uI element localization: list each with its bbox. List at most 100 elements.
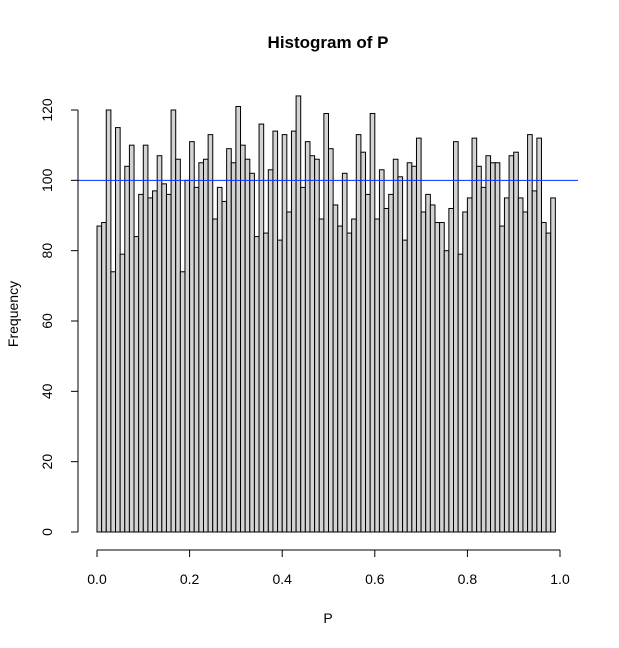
- histogram-bar: [221, 200, 228, 533]
- histogram-bar: [216, 186, 223, 533]
- histogram-bar: [263, 232, 269, 533]
- y-tick-label: 80: [39, 243, 55, 259]
- histogram-bar: [443, 250, 450, 533]
- histogram-bar: [318, 218, 325, 533]
- histogram-bar: [369, 113, 376, 533]
- histogram-bar: [249, 172, 255, 533]
- histogram-bar: [392, 158, 399, 533]
- histogram-bar: [309, 155, 316, 533]
- histogram-bar: [295, 95, 302, 533]
- histogram-bar: [175, 158, 181, 533]
- histogram-bar: [476, 165, 482, 533]
- histogram-bar: [300, 186, 306, 533]
- histogram-bar: [485, 155, 492, 533]
- y-axis-label: Frequency: [5, 281, 21, 347]
- histogram-bar: [453, 141, 459, 533]
- histogram-bar: [193, 186, 200, 533]
- histogram-bar: [490, 162, 496, 533]
- histogram-bar: [494, 162, 501, 533]
- y-axis: 0 20 40 60 80 100 120: [39, 98, 79, 536]
- histogram-bar: [101, 222, 107, 533]
- y-tick-label: 20: [39, 454, 55, 470]
- histogram-bar: [165, 193, 172, 533]
- histogram-bar: [457, 253, 464, 533]
- histogram-bar: [189, 141, 195, 533]
- histogram-bar: [128, 144, 135, 533]
- histogram-bar: [425, 193, 431, 533]
- histogram-bar: [119, 253, 126, 533]
- histogram-bar: [240, 144, 246, 533]
- histogram-bar: [105, 109, 112, 533]
- histogram-bar: [156, 155, 163, 533]
- histogram-bar: [138, 193, 144, 533]
- histogram-bar: [355, 134, 362, 533]
- histogram-bar: [323, 113, 329, 533]
- histogram-bar: [184, 179, 191, 533]
- histogram-bar: [207, 134, 214, 533]
- histogram-bar: [503, 197, 510, 533]
- histogram-bar: [337, 225, 343, 533]
- histogram-bar: [332, 204, 339, 533]
- histogram-bar: [133, 236, 140, 533]
- histogram-bar: [388, 193, 394, 533]
- histogram-bar: [161, 183, 167, 533]
- histogram-bar: [147, 197, 154, 533]
- histogram-bar: [374, 218, 380, 533]
- histogram-bar: [115, 127, 121, 533]
- histogram-bar: [96, 225, 103, 533]
- histogram-bar: [536, 137, 542, 533]
- histogram-bar: [383, 207, 390, 533]
- chart-title: Histogram of P: [268, 33, 389, 52]
- histogram-bar: [328, 148, 334, 533]
- y-tick-label: 100: [39, 168, 55, 192]
- histogram-bar: [365, 193, 371, 533]
- histogram-bar: [448, 207, 455, 533]
- histogram-bar: [235, 105, 242, 533]
- histogram-bar: [170, 109, 177, 533]
- histogram-bar: [179, 271, 186, 533]
- histogram-bar: [466, 197, 473, 533]
- histogram-bar: [550, 197, 556, 533]
- histogram-bar: [402, 239, 408, 533]
- histogram-bar: [397, 176, 404, 533]
- histogram-bar: [253, 236, 260, 533]
- x-axis: 0.0 0.2 0.4 0.6 0.8 1.0: [87, 549, 570, 587]
- histogram-bar: [286, 211, 292, 533]
- histogram-bar: [226, 148, 232, 533]
- histogram-bar: [480, 186, 487, 533]
- histogram-bar: [406, 162, 413, 533]
- y-tick-label: 0: [39, 528, 55, 536]
- histogram-bar: [290, 130, 297, 533]
- histogram-bar: [341, 172, 348, 533]
- histogram-bar: [277, 239, 283, 533]
- histogram-bar: [527, 134, 533, 533]
- x-tick-label: 0.2: [180, 571, 200, 587]
- histogram-bar: [513, 151, 519, 533]
- x-tick-label: 0.6: [365, 571, 385, 587]
- histogram-bar: [508, 155, 515, 533]
- histogram-bar: [499, 225, 505, 533]
- histogram-bar: [439, 222, 445, 533]
- histogram-bar: [420, 211, 427, 533]
- histogram-bar: [360, 151, 367, 533]
- histogram-bar: [434, 222, 441, 533]
- histogram-bar: [267, 169, 274, 533]
- histogram-bar: [462, 211, 468, 533]
- histogram-bar: [110, 271, 117, 533]
- x-tick-label: 0.8: [458, 571, 478, 587]
- histogram-bar: [212, 218, 218, 533]
- histogram-bar: [152, 190, 158, 533]
- histogram-bar: [531, 190, 538, 533]
- histogram-bar: [202, 158, 209, 533]
- histogram-bar: [244, 158, 251, 533]
- histogram-bar: [272, 130, 279, 533]
- histogram-bar: [351, 218, 357, 533]
- histogram-bar: [281, 134, 288, 533]
- histogram-bar: [346, 232, 353, 533]
- histogram-bar: [304, 141, 311, 533]
- histogram-bar: [142, 144, 149, 533]
- histogram-bar: [124, 165, 130, 533]
- histogram-bar: [471, 137, 478, 533]
- x-tick-label: 0.0: [87, 571, 107, 587]
